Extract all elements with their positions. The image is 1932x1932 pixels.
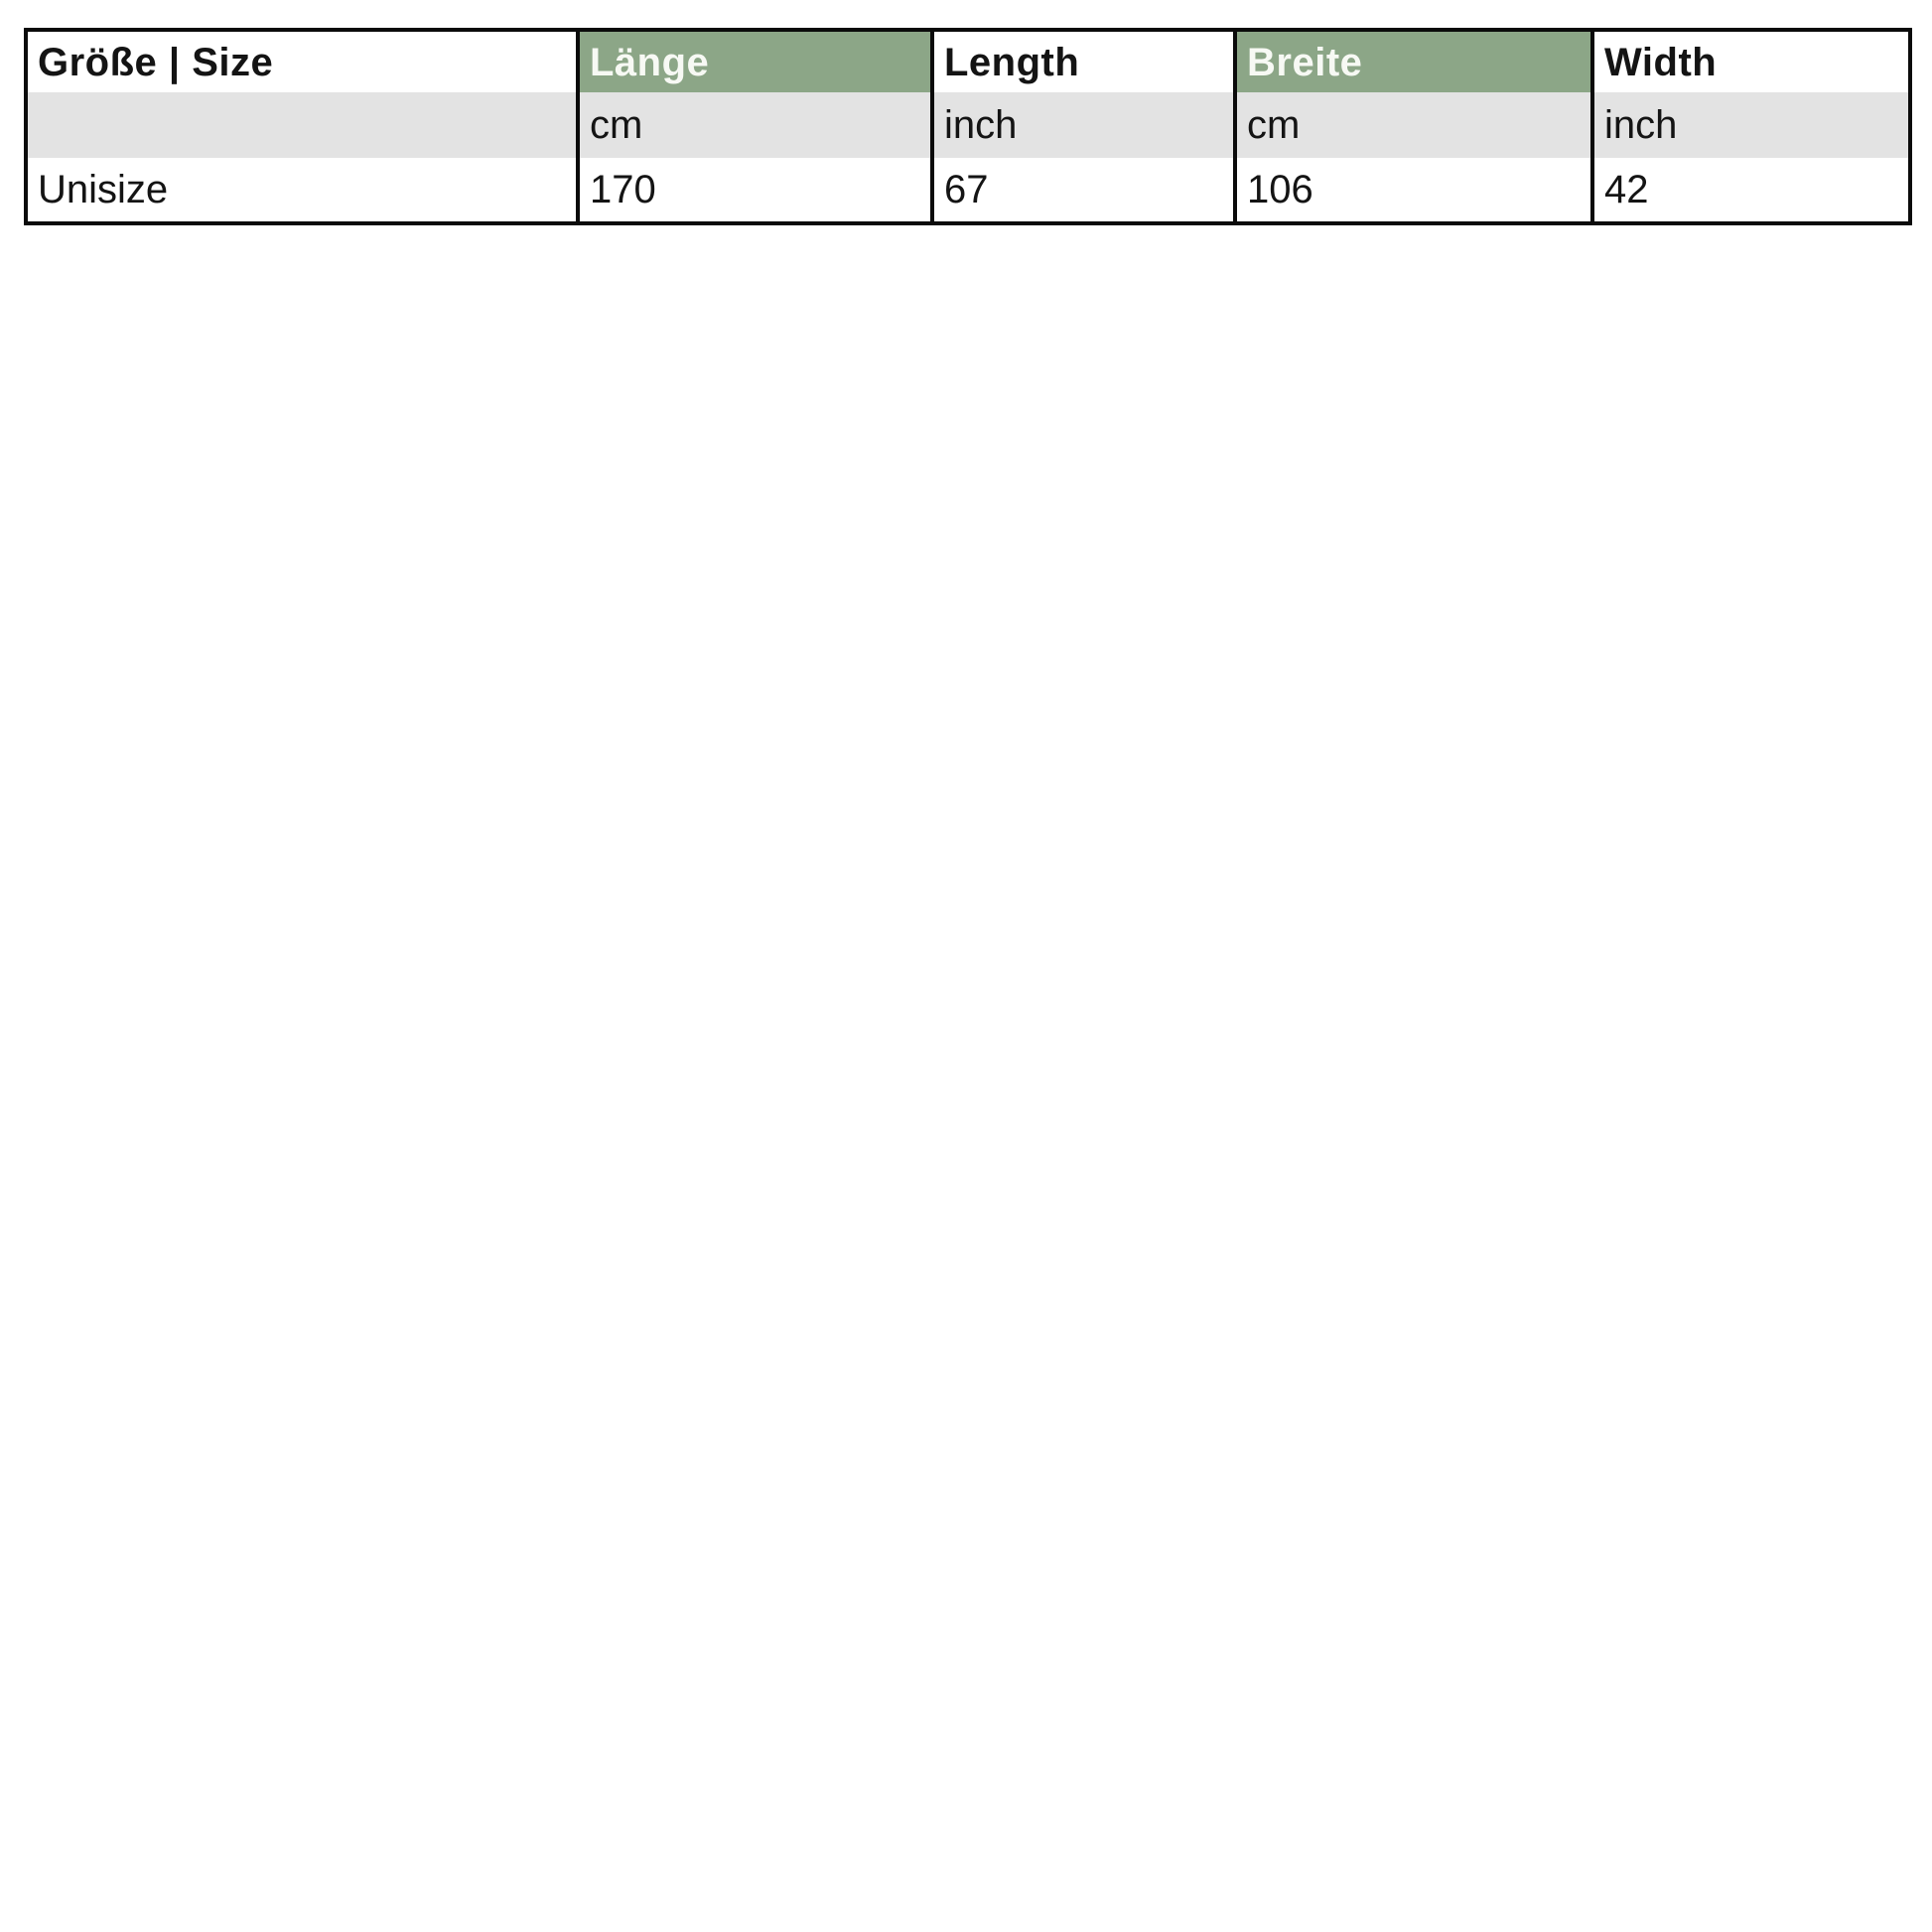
header-cell-groesse-size: Größe | Size	[26, 30, 578, 92]
header-cell-laenge: Länge	[576, 30, 932, 92]
size-chart-table: Größe | Size Länge Length Breite Width c…	[24, 28, 1912, 225]
units-row: cm inch cm inch	[26, 92, 1910, 158]
header-cell-width: Width	[1590, 30, 1910, 92]
units-cell-laenge-cm: cm	[576, 92, 932, 158]
header-row: Größe | Size Länge Length Breite Width	[26, 30, 1910, 92]
units-cell-size-empty	[26, 92, 578, 158]
units-cell-width-inch: inch	[1590, 92, 1910, 158]
data-cell-breite-cm-value: 106	[1233, 158, 1592, 223]
data-cell-size-name: Unisize	[26, 158, 578, 223]
data-row-unisize: Unisize 170 67 106 42	[26, 158, 1910, 223]
units-cell-length-inch: inch	[930, 92, 1235, 158]
data-cell-length-inch-value: 67	[930, 158, 1235, 223]
header-cell-breite: Breite	[1233, 30, 1592, 92]
units-cell-breite-cm: cm	[1233, 92, 1592, 158]
data-cell-width-inch-value: 42	[1590, 158, 1910, 223]
data-cell-laenge-cm-value: 170	[576, 158, 932, 223]
header-cell-length: Length	[930, 30, 1235, 92]
